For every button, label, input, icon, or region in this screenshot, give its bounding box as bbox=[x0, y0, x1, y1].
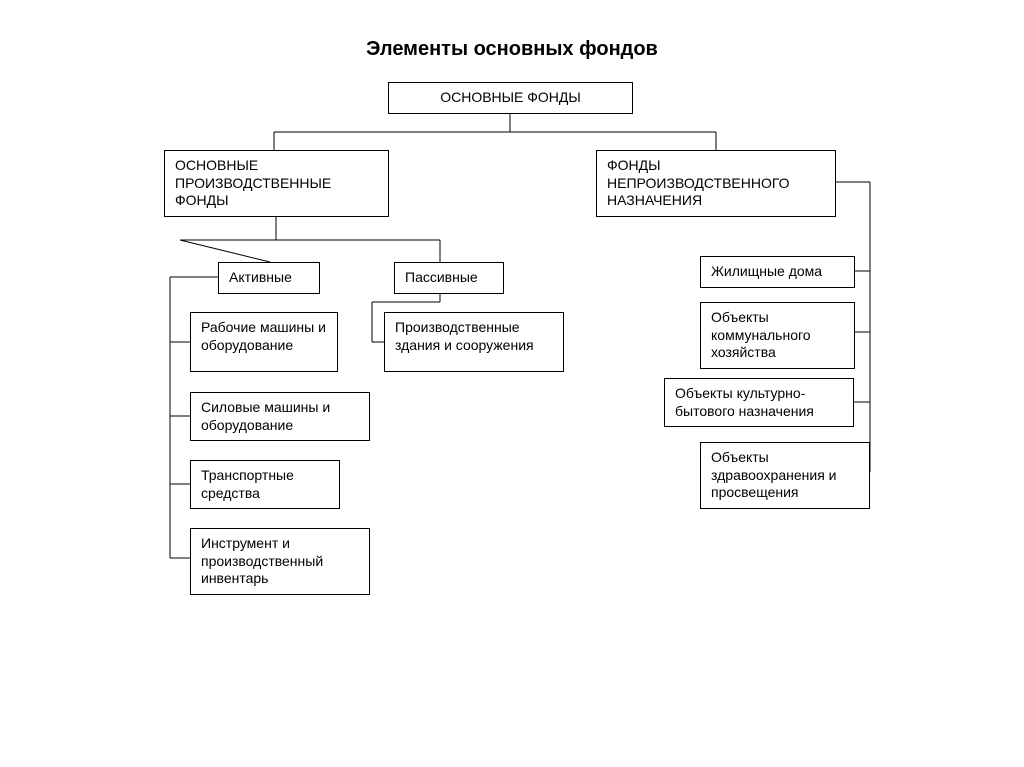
node-a1: Рабочие машины и оборудование bbox=[190, 312, 338, 372]
node-prod: ОСНОВНЫЕ ПРОИЗВОДСТВЕННЫЕ ФОНДЫ bbox=[164, 150, 389, 217]
node-active: Активные bbox=[218, 262, 320, 294]
node-a2: Силовые машины и оборудование bbox=[190, 392, 370, 441]
node-n4: Объекты здравоохранения и просвещения bbox=[700, 442, 870, 509]
node-p1: Производственные здания и сооружения bbox=[384, 312, 564, 372]
node-a4: Инструмент и производственный инвентарь bbox=[190, 528, 370, 595]
node-nonprod: ФОНДЫ НЕПРОИЗВОДСТВЕННОГО НАЗНАЧЕНИЯ bbox=[596, 150, 836, 217]
node-n1: Жилищные дома bbox=[700, 256, 855, 288]
edge-6 bbox=[180, 240, 270, 262]
node-n3: Объекты культурно-бытового назначения bbox=[664, 378, 854, 427]
node-root: ОСНОВНЫЕ ФОНДЫ bbox=[388, 82, 633, 114]
node-a3: Транспортные средства bbox=[190, 460, 340, 509]
node-n2: Объекты коммунального хозяйства bbox=[700, 302, 855, 369]
diagram-title: Элементы основных фондов bbox=[0, 38, 1024, 61]
node-passive: Пассивные bbox=[394, 262, 504, 294]
diagram-canvas: Элементы основных фондов ОСНОВНЫЕ ФОНДЫ О… bbox=[0, 0, 1024, 767]
connector-layer bbox=[0, 0, 1024, 767]
